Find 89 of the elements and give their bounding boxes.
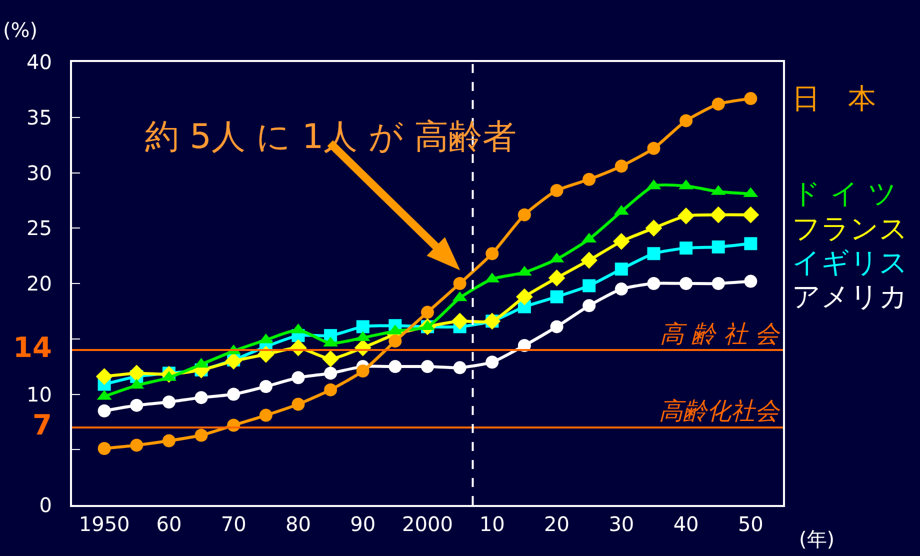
point <box>421 306 434 319</box>
point <box>227 388 240 401</box>
point <box>96 368 113 385</box>
y-tick-label: 40 <box>26 50 52 74</box>
point <box>356 364 370 378</box>
x-tick-label: 50 <box>738 512 764 536</box>
point <box>259 408 272 422</box>
x-tick-label: 10 <box>479 512 505 536</box>
x-tick-label: 30 <box>608 512 634 536</box>
point <box>744 237 758 250</box>
point <box>742 206 760 224</box>
y-tick-label: 0 <box>39 493 52 517</box>
point <box>744 274 758 288</box>
y-tick-label: 20 <box>26 272 52 296</box>
point <box>712 240 725 254</box>
x-axis-title: (年) <box>799 527 835 551</box>
point <box>550 290 564 304</box>
x-tick-label: 70 <box>220 512 246 536</box>
point <box>680 277 693 290</box>
point <box>225 352 242 370</box>
point <box>162 434 176 448</box>
point <box>614 160 628 173</box>
point <box>324 366 338 380</box>
x-tick-label: 40 <box>673 512 699 536</box>
point <box>356 320 370 334</box>
point <box>678 207 694 224</box>
x-tick-label: 2000 <box>402 512 453 536</box>
point <box>259 380 272 393</box>
point <box>647 142 660 155</box>
point <box>710 206 727 224</box>
point <box>580 252 598 269</box>
point <box>194 391 208 404</box>
point <box>388 360 402 374</box>
point <box>647 277 660 290</box>
point <box>98 442 111 456</box>
point <box>712 98 725 111</box>
point <box>128 364 146 382</box>
point <box>582 172 596 186</box>
x-tick-label: 60 <box>156 512 182 536</box>
point <box>162 396 176 408</box>
point <box>645 220 662 237</box>
point <box>322 350 339 368</box>
series-label: イギリス <box>792 246 908 279</box>
point <box>324 383 338 396</box>
point <box>680 114 693 128</box>
x-tick-label: 80 <box>286 512 311 536</box>
ref-line-label: 高 齢 社 会 <box>660 320 781 348</box>
series-label: フランス <box>792 212 908 245</box>
point <box>550 320 564 334</box>
series-label: アメリカ <box>792 280 908 313</box>
y-tick-label: 35 <box>26 105 52 130</box>
point <box>130 398 144 412</box>
point <box>518 208 531 222</box>
point <box>612 232 630 250</box>
series-label: 日 本 <box>792 82 876 115</box>
x-tick-label: 1950 <box>78 512 130 536</box>
point <box>516 288 533 306</box>
point <box>582 279 596 292</box>
y-tick-label: 14 <box>13 330 52 364</box>
point <box>453 361 466 374</box>
point <box>550 184 564 197</box>
y-tick-label: 30 <box>26 160 52 185</box>
point <box>647 247 660 260</box>
point <box>582 299 596 312</box>
point <box>548 270 566 286</box>
point <box>98 404 111 418</box>
y-tick-label: 10 <box>26 382 52 406</box>
point <box>388 334 402 348</box>
point <box>130 438 144 452</box>
series-label: ド イ ツ <box>792 177 897 210</box>
ref-line-label: 高齢化社会 <box>659 397 781 425</box>
y-tick-label: 7 <box>32 408 52 442</box>
x-tick-label: 90 <box>350 512 376 536</box>
point <box>614 262 628 276</box>
point <box>421 360 434 374</box>
point <box>453 277 466 290</box>
x-tick-label: 20 <box>544 512 570 536</box>
point <box>292 371 305 384</box>
point <box>486 247 499 260</box>
point <box>744 92 758 106</box>
y-tick-label: 25 <box>26 216 52 240</box>
y-axis-title: (%) <box>3 18 38 42</box>
point <box>486 356 499 369</box>
point <box>712 277 725 290</box>
point <box>451 312 468 330</box>
point <box>194 428 208 442</box>
point <box>292 398 305 411</box>
point <box>680 242 693 255</box>
point <box>614 282 628 296</box>
